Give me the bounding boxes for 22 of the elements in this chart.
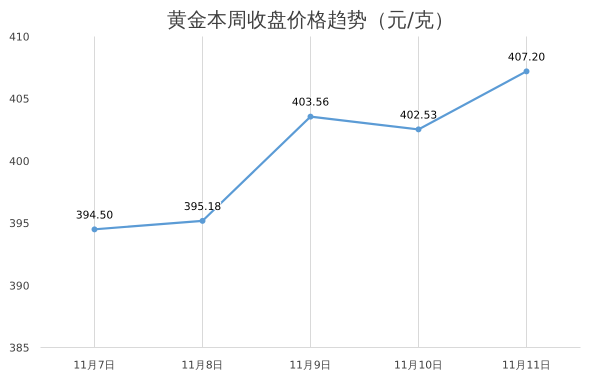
point bbox=[524, 68, 530, 74]
text: 403.56 bbox=[292, 96, 330, 109]
y-tick-label: 385 bbox=[9, 342, 30, 354]
x-tick-label: 11月9日 bbox=[289, 358, 332, 372]
point bbox=[416, 126, 422, 132]
x-tick-label: 11月8日 bbox=[181, 358, 224, 372]
text: 395.18 bbox=[184, 200, 222, 213]
text: 394.50 bbox=[76, 208, 114, 222]
y-tick-label: 395 bbox=[9, 217, 30, 230]
x-tick-label: 11月11日 bbox=[502, 358, 552, 372]
x-tick-label: 11月10日 bbox=[394, 358, 444, 372]
point bbox=[92, 226, 98, 232]
point bbox=[200, 218, 206, 224]
text: 402.53 bbox=[400, 108, 438, 122]
point bbox=[308, 114, 314, 120]
y-tick-label: 405 bbox=[9, 92, 30, 106]
y-tick-label: 400 bbox=[9, 154, 30, 168]
text: 407.20 bbox=[508, 50, 546, 64]
chart-title: 黄金本周收盘价格趋势（元/克） bbox=[167, 8, 454, 32]
x-tick-label: 11月7日 bbox=[73, 358, 116, 372]
y-tick-label: 390 bbox=[9, 279, 30, 292]
y-tick-label: 410 bbox=[9, 30, 30, 44]
